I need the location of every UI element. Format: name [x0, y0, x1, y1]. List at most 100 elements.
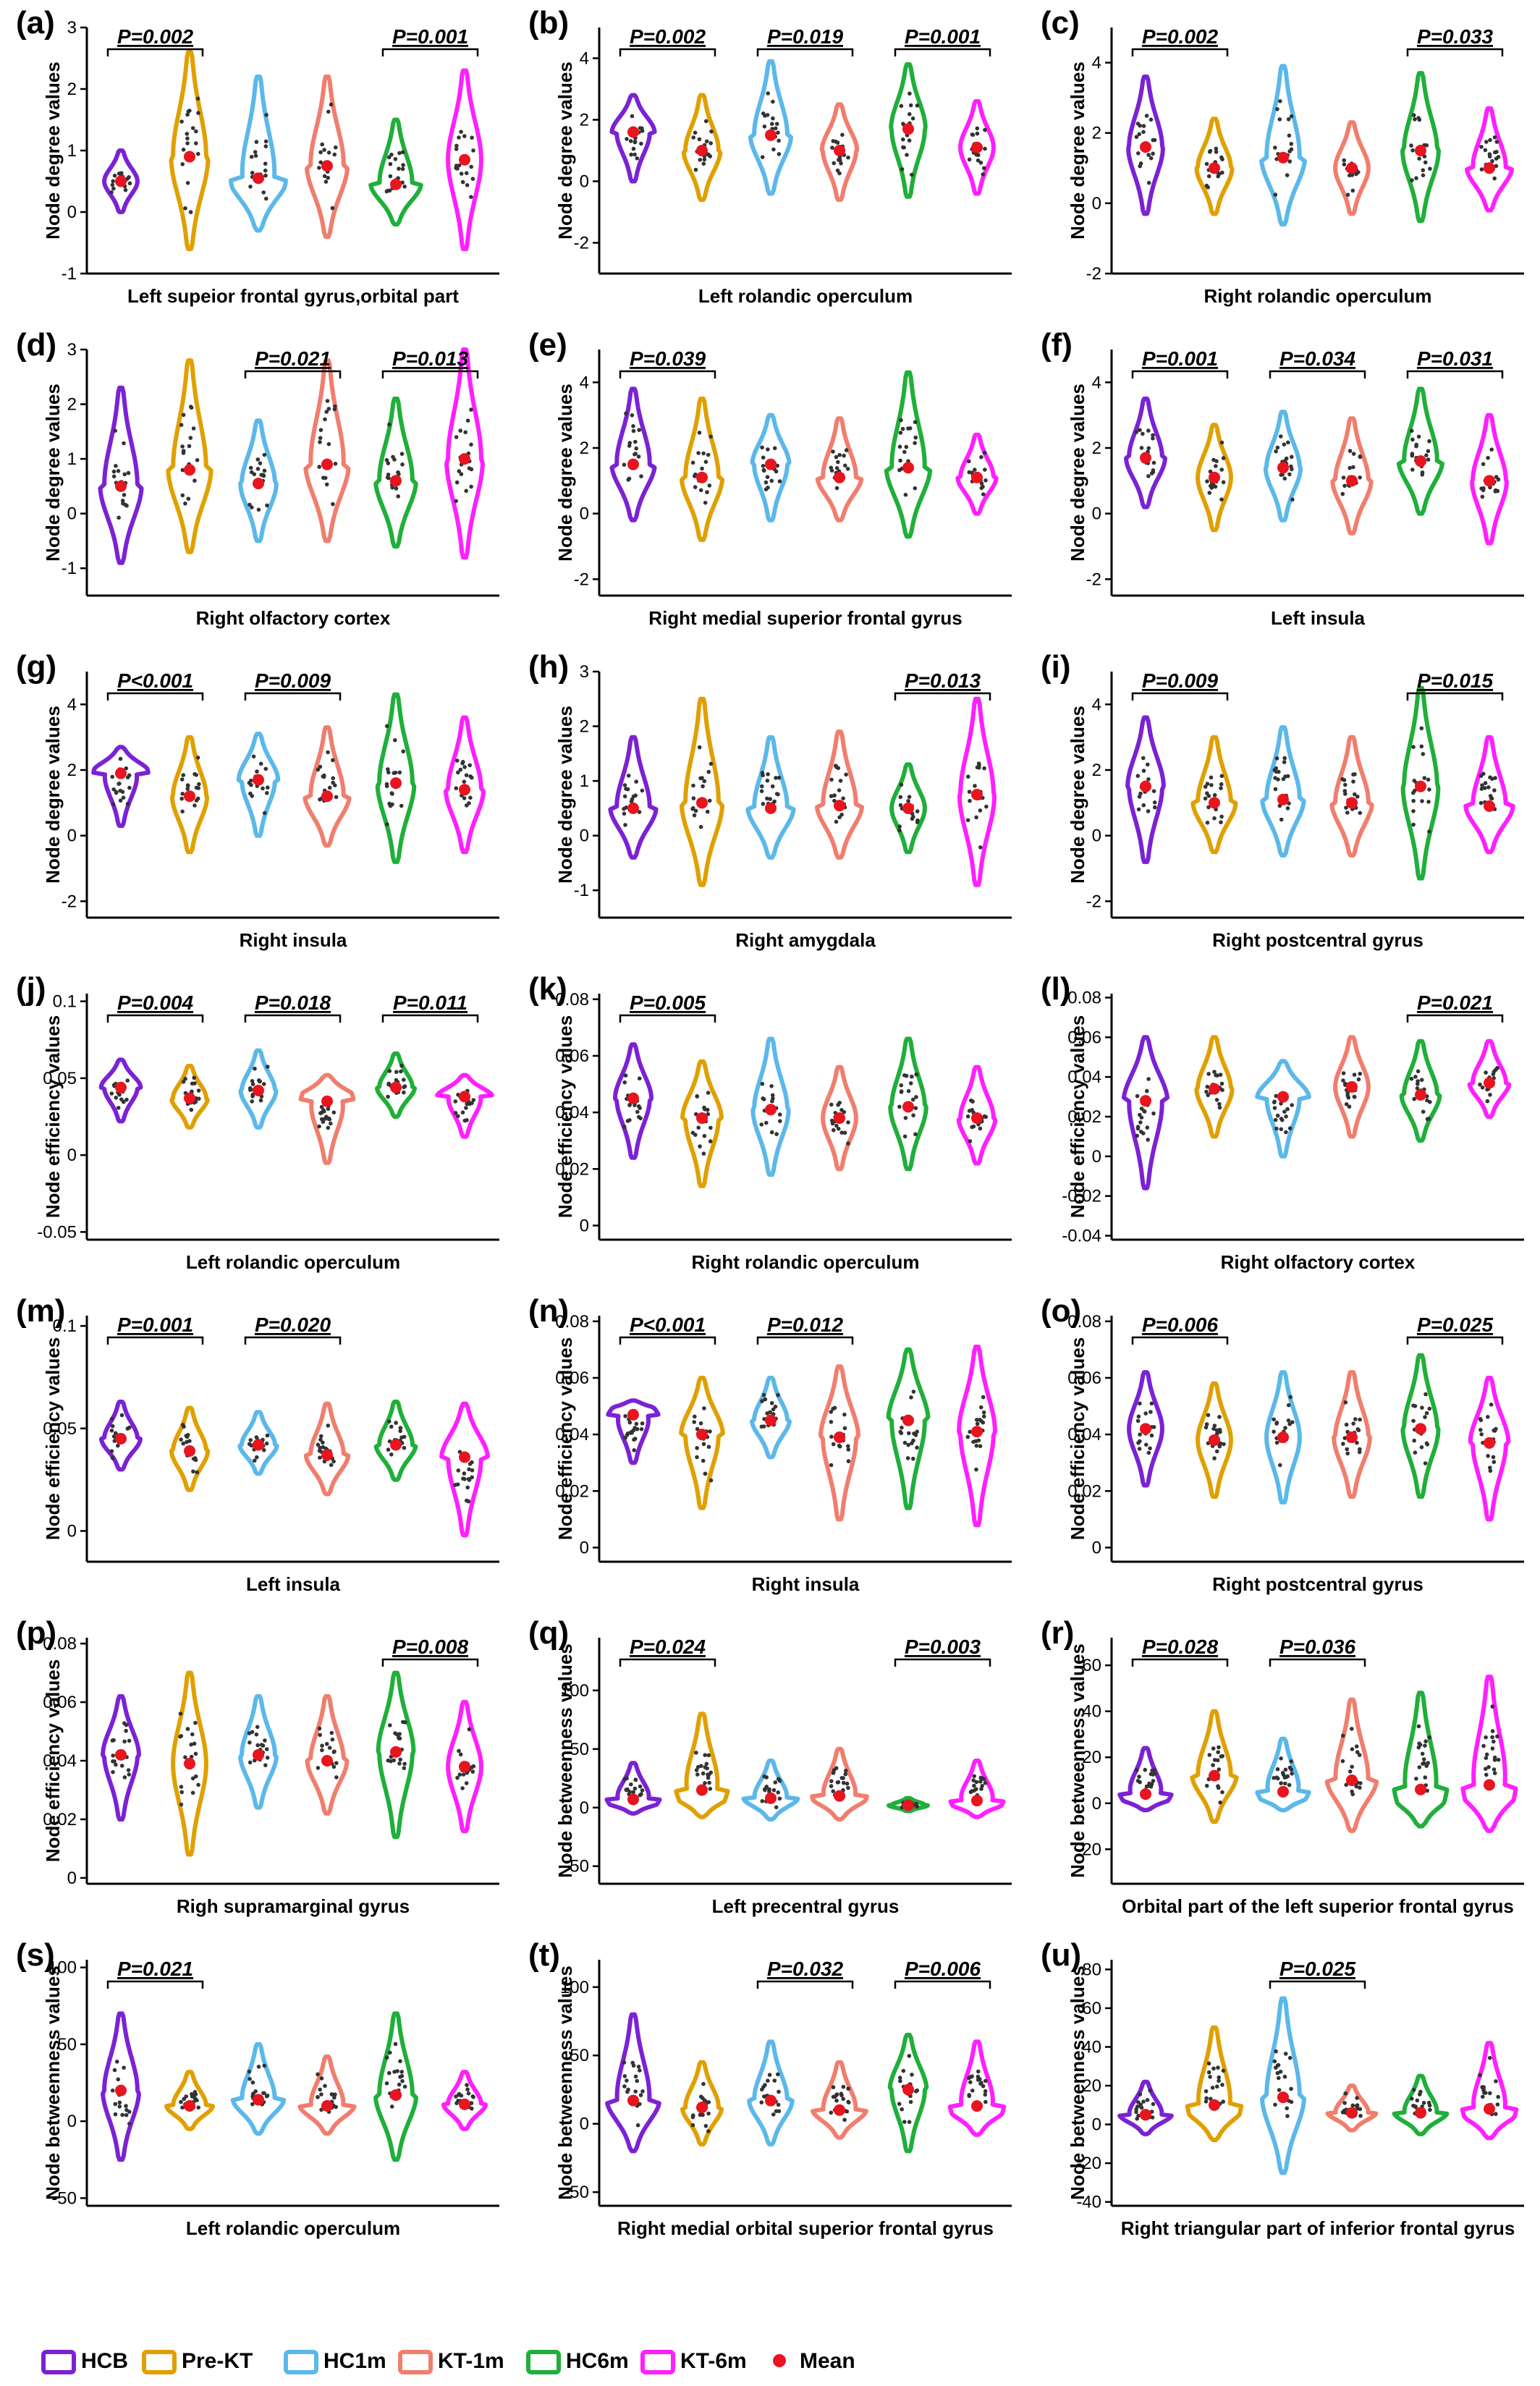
data-point: [316, 2072, 320, 2077]
p-value-label: P=0.024: [630, 1636, 706, 1658]
data-point: [703, 1781, 707, 1785]
mean-point: [1140, 1423, 1151, 1435]
data-point: [1206, 2070, 1211, 2075]
data-point: [1494, 164, 1499, 169]
data-point: [399, 1435, 404, 1440]
data-point: [1426, 1117, 1431, 1121]
data-point: [1207, 1753, 1212, 1757]
data-point: [1413, 1075, 1418, 1079]
data-point: [464, 171, 469, 175]
data-point: [971, 1124, 976, 1129]
data-point: [1428, 2107, 1432, 2112]
mean-point: [1277, 1091, 1289, 1103]
mean-point: [1209, 471, 1220, 483]
data-point: [701, 1771, 706, 1776]
data-point: [332, 152, 337, 157]
data-point: [261, 2091, 266, 2096]
data-point: [196, 151, 200, 156]
data-point: [387, 2070, 392, 2076]
data-point: [1141, 1131, 1146, 1135]
data-point: [707, 798, 712, 803]
data-point: [761, 773, 765, 777]
data-point: [627, 441, 632, 445]
data-point: [768, 797, 772, 801]
data-point: [777, 138, 781, 143]
data-point: [1282, 442, 1287, 447]
data-point: [319, 2076, 324, 2081]
data-point: [250, 1094, 255, 1099]
data-point: [1489, 796, 1494, 801]
data-point: [324, 1742, 329, 1746]
data-point: [1357, 1450, 1362, 1455]
mean-point: [390, 475, 402, 487]
data-point: [393, 1731, 397, 1735]
data-point: [1481, 1743, 1486, 1748]
y-axis-title: Node efficiency values: [42, 1337, 64, 1540]
data-point: [632, 452, 637, 457]
data-point: [907, 795, 912, 799]
data-point: [635, 156, 640, 161]
data-point: [708, 434, 713, 439]
data-point: [1203, 2089, 1209, 2094]
data-point: [703, 1471, 708, 1476]
data-point: [1217, 1745, 1221, 1750]
data-point: [708, 1139, 713, 1143]
data-point: [178, 1712, 183, 1716]
p-value-label: P=0.011: [393, 991, 468, 1014]
data-point: [111, 469, 117, 474]
data-point: [125, 775, 130, 779]
data-point: [983, 127, 987, 132]
y-tick-label: 0: [1092, 826, 1101, 846]
violin-Pre-KT: [679, 1376, 725, 1510]
data-point: [1411, 1418, 1416, 1423]
data-point: [1411, 822, 1416, 827]
data-point: [983, 468, 987, 472]
mean-point: [459, 1761, 470, 1773]
data-point: [978, 1126, 983, 1131]
data-point: [897, 824, 902, 829]
data-point: [627, 1420, 632, 1425]
mean-point: [1484, 162, 1495, 174]
data-point: [1220, 170, 1224, 175]
mean-point: [902, 1101, 914, 1113]
data-point: [778, 1119, 782, 1123]
data-point: [1416, 1082, 1420, 1086]
y-axis-title: Node betweenness values: [554, 1966, 576, 2200]
data-point: [1151, 1111, 1156, 1116]
mean-point: [1346, 1774, 1358, 1787]
data-point: [179, 1790, 184, 1795]
data-point: [1207, 491, 1212, 495]
data-point: [701, 1151, 706, 1156]
data-point: [318, 797, 322, 802]
data-point: [1344, 1782, 1348, 1788]
data-point: [322, 174, 327, 179]
data-point: [122, 472, 127, 477]
data-point: [388, 2050, 392, 2055]
data-point: [1148, 1446, 1152, 1451]
mean-point: [1277, 1785, 1289, 1798]
data-point: [1214, 146, 1219, 151]
mean-point: [1140, 780, 1151, 792]
y-tick-label: 0: [1092, 1147, 1101, 1167]
data-point: [979, 481, 984, 486]
data-point: [323, 417, 327, 422]
data-point: [111, 1769, 115, 1774]
y-tick-label: 0.04: [1067, 1425, 1101, 1444]
y-tick-label: 0: [580, 172, 589, 192]
mean-point: [390, 1439, 402, 1451]
p-value-label: P=0.008: [392, 1636, 469, 1658]
mean-point: [253, 1084, 264, 1096]
data-point: [693, 130, 698, 135]
data-point: [1217, 1415, 1222, 1419]
data-point: [1423, 1743, 1427, 1748]
data-point: [459, 172, 464, 176]
data-point: [970, 132, 975, 137]
data-point: [1342, 789, 1348, 793]
data-point: [761, 802, 766, 806]
y-tick-label: 0: [1092, 1794, 1101, 1814]
data-point: [914, 1072, 918, 1077]
data-point: [1419, 1078, 1424, 1082]
mean-point: [184, 464, 195, 476]
y-tick-label: 0: [1092, 504, 1101, 524]
